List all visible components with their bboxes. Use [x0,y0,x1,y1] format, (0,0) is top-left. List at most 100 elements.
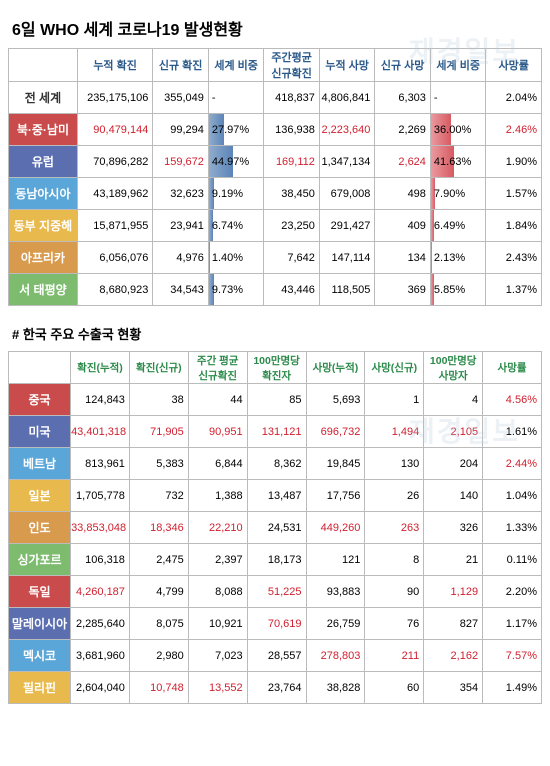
country-cell: 독일 [9,576,71,608]
col-header: 세계 비중 [430,49,486,82]
table-row: 아프리카6,056,0764,9761.40%7,642147,1141342.… [9,242,542,274]
data-cell: 23,250 [264,210,320,242]
data-cell: 1.04% [483,480,542,512]
data-cell: 2,223,640 [319,114,375,146]
data-cell: 34,543 [153,274,209,306]
data-cell: 8,362 [247,448,306,480]
korea-exports-table: 확진(누적)확진(신규)주간 평균 신규확진100만명당 확진자사망(누적)사망… [8,351,542,704]
data-cell: 38,450 [264,178,320,210]
col-header [9,49,78,82]
data-cell: 4,806,841 [319,82,375,114]
table-row: 인도33,853,04818,34622,21024,531449,260263… [9,512,542,544]
data-cell: 44 [188,384,247,416]
data-cell: 1.33% [483,512,542,544]
data-cell: 99,294 [153,114,209,146]
data-cell: 235,175,106 [77,82,153,114]
data-cell: 90,951 [188,416,247,448]
data-cell: 1,494 [365,416,424,448]
data-cell: 1 [365,384,424,416]
region-cell: 서 태평양 [9,274,78,306]
data-cell: 449,260 [306,512,365,544]
region-cell: 유럽 [9,146,78,178]
data-cell: 130 [365,448,424,480]
data-cell: 8,680,923 [77,274,153,306]
data-cell: 121 [306,544,365,576]
data-cell: 8,088 [188,576,247,608]
data-cell: 38 [129,384,188,416]
region-cell: 동부 지중해 [9,210,78,242]
region-cell: 동남아시아 [9,178,78,210]
data-cell: 8,075 [129,608,188,640]
table-row: 동남아시아43,189,96232,6239.19%38,450679,0084… [9,178,542,210]
data-cell: 51,225 [247,576,306,608]
pct-cell: 9.73% [208,274,264,306]
country-cell: 중국 [9,384,71,416]
col-header: 확진(누적) [71,352,130,384]
data-cell: 827 [424,608,483,640]
data-cell: 85 [247,384,306,416]
data-cell: 6,844 [188,448,247,480]
data-cell: 33,853,048 [71,512,130,544]
data-cell: 1.90% [486,146,542,178]
data-cell: 131,121 [247,416,306,448]
table-row: 독일4,260,1874,7998,08851,22593,883901,129… [9,576,542,608]
data-cell: 2.04% [486,82,542,114]
data-cell: 18,346 [129,512,188,544]
data-cell: 17,756 [306,480,365,512]
data-cell: 2.44% [483,448,542,480]
data-cell: 4,799 [129,576,188,608]
country-cell: 멕시코 [9,640,71,672]
data-cell: 2,604,040 [71,672,130,704]
data-cell: 813,961 [71,448,130,480]
data-cell: 70,619 [247,608,306,640]
region-cell: 전 세계 [9,82,78,114]
data-cell: 15,871,955 [77,210,153,242]
country-cell: 일본 [9,480,71,512]
data-cell: 409 [375,210,431,242]
country-cell: 말레이시아 [9,608,71,640]
data-cell: 696,732 [306,416,365,448]
pct-cell: 2.13% [430,242,486,274]
data-cell: 354 [424,672,483,704]
subtitle: # 한국 주요 수출국 현황 [8,306,542,351]
data-cell: 732 [129,480,188,512]
data-cell: 4,260,187 [71,576,130,608]
data-cell: 2.46% [486,114,542,146]
data-cell: 60 [365,672,424,704]
data-cell: 291,427 [319,210,375,242]
table-row: 중국124,8433844855,693144.56% [9,384,542,416]
data-cell: 2,269 [375,114,431,146]
region-cell: 아프리카 [9,242,78,274]
data-cell: 43,401,318 [71,416,130,448]
col-header: 주간평균 신규확진 [264,49,320,82]
data-cell: 679,008 [319,178,375,210]
data-cell: 2,105 [424,416,483,448]
table-row: 북·중·남미90,479,14499,29427.97%136,9382,223… [9,114,542,146]
data-cell: 19,845 [306,448,365,480]
pct-cell: - [430,82,486,114]
data-cell: 147,114 [319,242,375,274]
data-cell: 26 [365,480,424,512]
data-cell: 93,883 [306,576,365,608]
data-cell: 76 [365,608,424,640]
data-cell: 90 [365,576,424,608]
data-cell: 1.61% [483,416,542,448]
data-cell: 1,388 [188,480,247,512]
col-header: 신규 확진 [153,49,209,82]
data-cell: 118,505 [319,274,375,306]
data-cell: 71,905 [129,416,188,448]
data-cell: 2,397 [188,544,247,576]
data-cell: 22,210 [188,512,247,544]
data-cell: 204 [424,448,483,480]
data-cell: 134 [375,242,431,274]
country-cell: 인도 [9,512,71,544]
pct-cell: 6.74% [208,210,264,242]
data-cell: 2,624 [375,146,431,178]
data-cell: 4 [424,384,483,416]
data-cell: 8 [365,544,424,576]
col-header: 주간 평균 신규확진 [188,352,247,384]
data-cell: 23,941 [153,210,209,242]
data-cell: 140 [424,480,483,512]
data-cell: 278,803 [306,640,365,672]
col-header: 세계 비중 [208,49,264,82]
